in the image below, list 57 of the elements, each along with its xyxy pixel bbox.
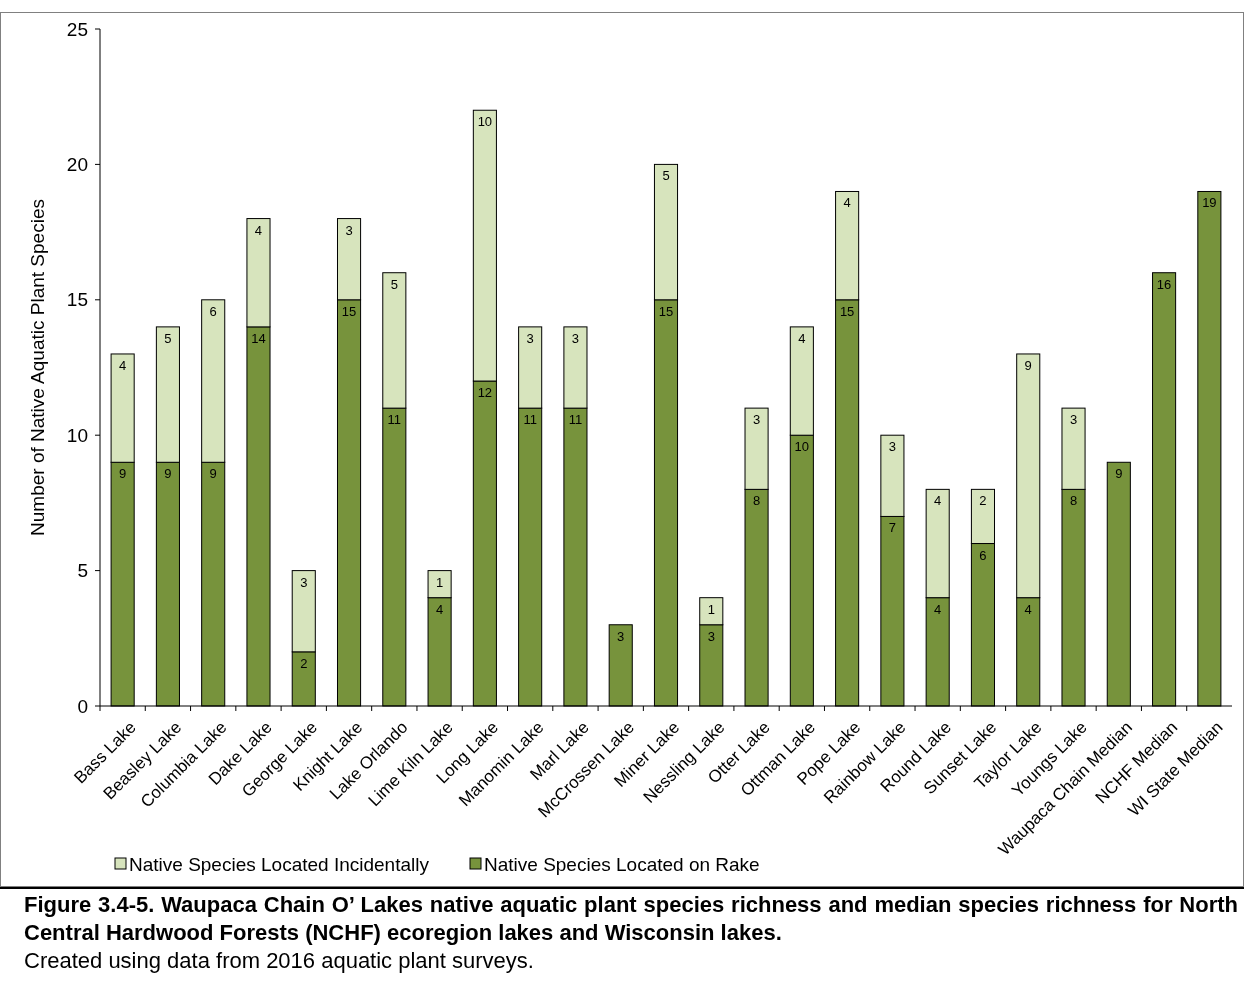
legend-label: Native Species Located on Rake [484,853,760,875]
data-label: 9 [1024,357,1032,373]
data-label: 3 [888,439,897,455]
data-label: 15 [658,303,674,319]
data-label: 11 [523,412,537,428]
y-tick-label: 25 [66,18,88,40]
data-label: 12 [477,385,493,401]
data-label: 19 [1202,195,1217,211]
data-label: 1 [707,601,715,617]
data-label: 1 [435,574,444,590]
data-label: 3 [707,628,715,644]
y-tick-label: 10 [66,424,88,446]
data-label: 3 [345,222,353,238]
y-tick-label: 0 [77,695,88,717]
data-label: 3 [617,628,625,644]
data-label: 3 [571,330,580,346]
data-label: 9 [1115,466,1123,482]
data-label: 15 [839,303,855,319]
y-tick-label: 5 [77,560,88,582]
data-label: 3 [752,412,761,428]
data-label: 4 [934,601,942,617]
data-label: 3 [1069,412,1078,428]
data-label: 4 [843,195,851,211]
data-label: 6 [979,547,987,563]
data-label: 5 [164,330,172,346]
data-label: 4 [1024,601,1032,617]
data-label: 5 [662,168,670,184]
data-label: 10 [477,114,493,130]
data-label: 9 [164,466,172,482]
data-label: 8 [752,493,761,509]
data-label: 4 [119,357,127,373]
data-label: 5 [390,276,398,292]
text: Figure 3.4-5. Waupaca Chain O’ Lakes native aquatic plant species richness and median species richness for North Central Hardwood Forests (NCHF) ecoregion lakes and Wisconsin lakes. [24,892,1238,945]
legend-label: Native Species Located Incidentally [129,853,430,875]
data-label: 8 [1069,493,1078,509]
data-label: 16 [1156,276,1172,292]
y-tick-label: 15 [66,289,88,311]
data-label: 10 [794,439,810,455]
data-label: 4 [934,493,942,509]
data-label: 9 [209,466,217,482]
data-label: 4 [435,601,444,617]
data-label: 14 [251,330,266,346]
data-label: 15 [341,303,357,319]
data-label: 2 [300,655,308,671]
y-axis-title: Number of Native Aquatic Plant Species [27,199,48,536]
data-label: 11 [387,412,402,428]
data-label: 11 [568,412,583,428]
data-label: 6 [209,303,217,319]
data-label: 4 [254,222,263,238]
data-label: 3 [300,574,308,590]
text: Created using data from 2016 aquatic plant surveys. [24,948,534,973]
data-label: 2 [979,493,987,509]
data-label: 3 [526,330,534,346]
data-label: 9 [119,466,127,482]
data-label: 7 [888,520,897,536]
y-tick-label: 20 [66,154,88,176]
data-label: 4 [798,330,806,346]
